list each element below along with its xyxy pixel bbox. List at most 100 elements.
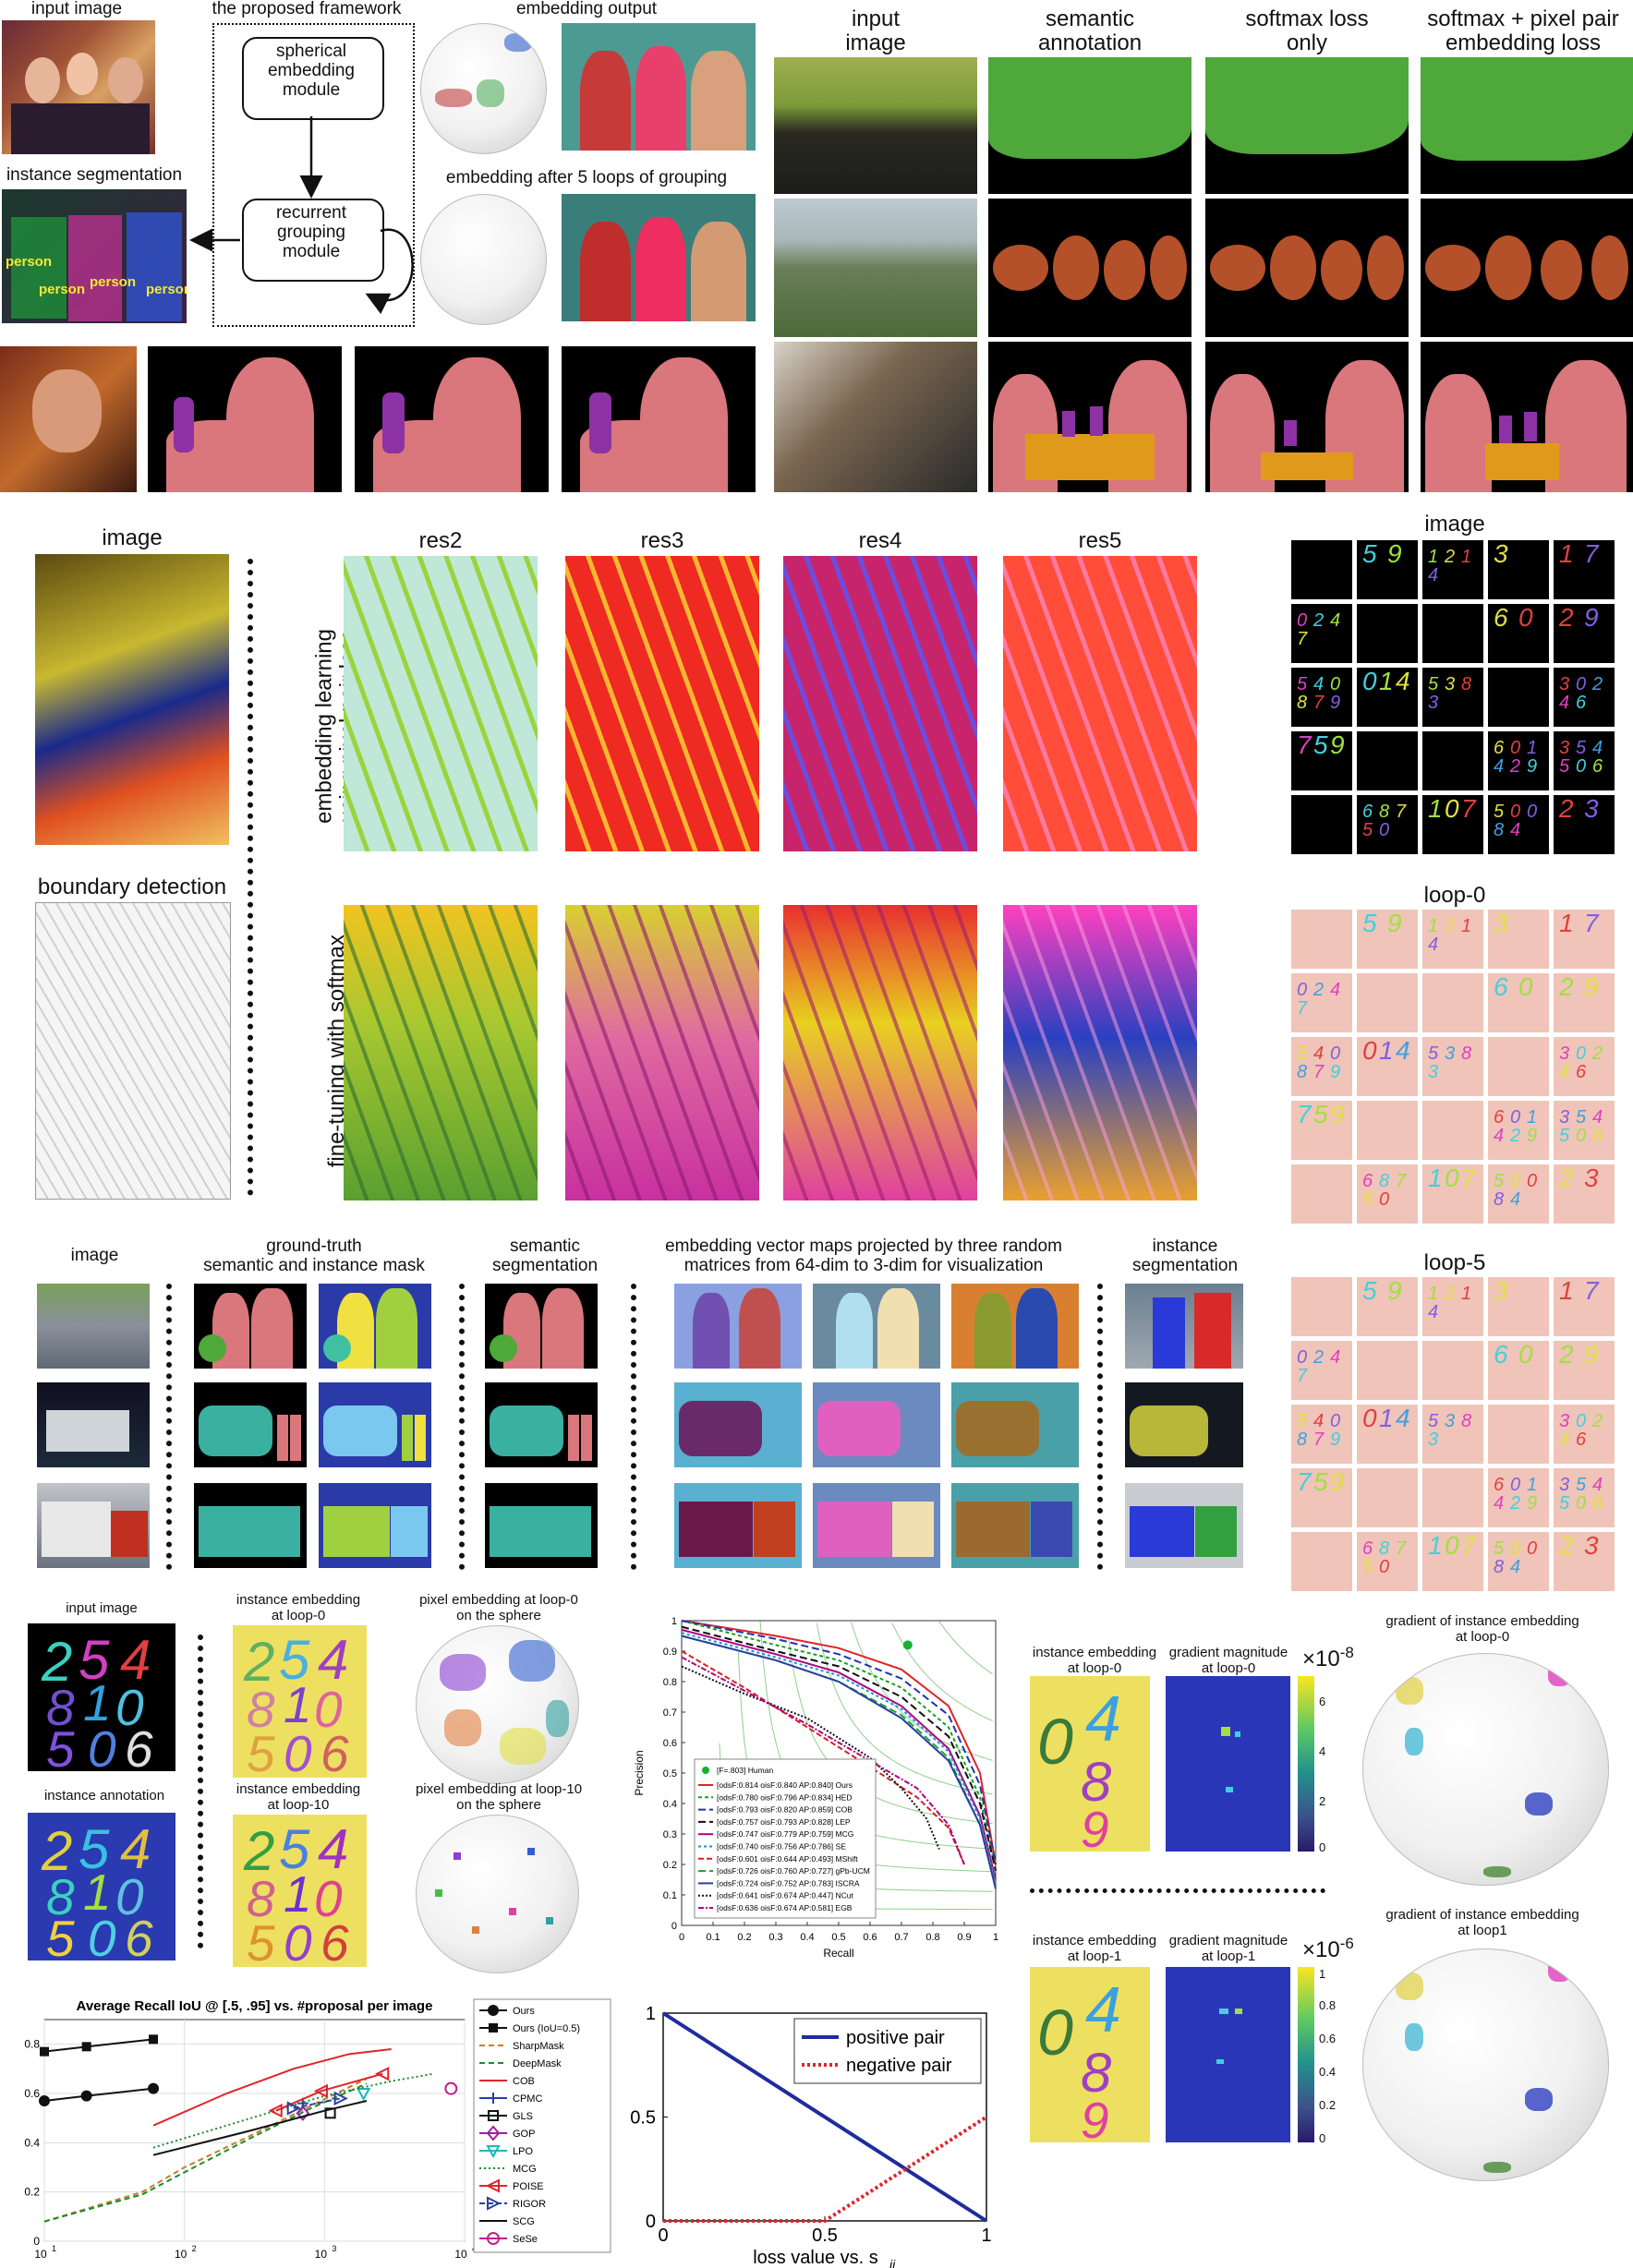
svg-text:7: 7	[1396, 1538, 1407, 1559]
svg-text:6: 6	[1494, 604, 1508, 632]
digit-glyphs: 5 3 83	[1428, 674, 1471, 713]
legend-label: CPMC	[513, 2093, 542, 2105]
y-tick-label: 0.9	[663, 1647, 677, 1658]
legend-label: COB	[513, 2076, 535, 2087]
p4-c-photo	[37, 1483, 150, 1568]
digit-glyphs: 6 8 7 5 0	[1362, 1538, 1407, 1577]
p5-divider	[198, 1635, 203, 1948]
x-tick-exp: 3	[332, 2244, 336, 2253]
svg-text:4: 4	[1313, 1411, 1324, 1431]
legend-box	[473, 1998, 611, 2253]
svg-text:5: 5	[1428, 1411, 1439, 1431]
svg-text:0: 0	[88, 1720, 116, 1771]
res3-embedding	[565, 556, 759, 851]
boundary-label: boundary detection	[37, 875, 227, 899]
point-marker	[148, 2082, 160, 2094]
digit-glyphs: 5 4 0 8 7 9	[1297, 1044, 1340, 1082]
legend-label: [odsF:0.780 oisF:0.796 AP:0.834] HED	[717, 1792, 852, 1802]
loss-chart: 0 0.5 1 0 0.5 1 loss value vs. s ij positive pai…	[630, 2004, 991, 2268]
svg-text:4: 4	[318, 1818, 348, 1880]
p5-input-label: input image	[66, 1600, 138, 1616]
p4-divider-4	[1097, 1284, 1103, 1570]
svg-text:2: 2	[1509, 1126, 1520, 1146]
svg-text:5: 5	[1576, 1107, 1587, 1128]
svg-text:3: 3	[1559, 1475, 1569, 1495]
point-marker	[268, 2104, 283, 2118]
svg-text:5: 5	[1313, 1468, 1328, 1496]
legend-label: SCG	[513, 2216, 535, 2227]
legend-label: negative pair	[846, 2056, 952, 2076]
p4-a-emb1	[674, 1284, 802, 1369]
digit-glyphs: 6 8 7 5 0	[1362, 1171, 1407, 1210]
svg-text:8: 8	[1297, 1062, 1307, 1082]
p5-sphere0	[416, 1625, 579, 1784]
svg-text:4: 4	[1559, 1430, 1569, 1450]
svg-text:0: 0	[1037, 1997, 1073, 2069]
ar-chart: Average Recall IoU @ [.5, .95] vs. #prop…	[24, 1998, 611, 2261]
svg-text:3: 3	[1559, 738, 1569, 758]
svg-text:1: 1	[284, 1676, 312, 1733]
p4-b-emb1	[674, 1382, 802, 1467]
svg-text:5: 5	[1576, 1475, 1587, 1495]
svg-text:0: 0	[1379, 1189, 1389, 1210]
p4-semseg-label: semantic segmentation	[491, 1237, 599, 1275]
res2-embedding	[344, 556, 538, 851]
pr-series-line	[681, 1632, 997, 1884]
p5-annotation-digits-svg: 2 5 48 1 05 0 6	[41, 1818, 153, 1960]
pr-series-line	[681, 1620, 997, 1871]
embedding-output-label: embedding output	[515, 0, 658, 18]
legend-label: MCG	[513, 2164, 537, 2175]
svg-text:4: 4	[1592, 738, 1603, 758]
x-tick-label: 0.7	[894, 1932, 908, 1943]
svg-text:0: 0	[1379, 820, 1389, 840]
pr-series-line	[681, 1665, 940, 1850]
x-tick-label: 10	[315, 2248, 328, 2261]
digit-glyphs: 5 3 83	[1428, 1044, 1471, 1082]
svg-text:8: 8	[1081, 1751, 1112, 1813]
svg-text:2: 2	[1558, 604, 1574, 632]
svg-text:5: 5	[1362, 1557, 1373, 1577]
geisha-divider	[248, 559, 253, 1196]
svg-text:1: 1	[1527, 1107, 1537, 1128]
svg-text:4: 4	[1494, 756, 1504, 777]
svg-text:0: 0	[1330, 674, 1340, 694]
p5-annotation-label: instance annotation	[43, 1788, 165, 1804]
digit-tile	[1422, 1101, 1483, 1160]
res3-label: res3	[640, 528, 684, 553]
svg-text:0: 0	[1510, 738, 1520, 758]
svg-text:2: 2	[1558, 1532, 1574, 1560]
svg-text:7: 7	[1297, 629, 1308, 649]
p4-a-photo	[37, 1284, 150, 1369]
digit-tile	[1422, 1468, 1483, 1527]
mask-2	[355, 346, 549, 492]
svg-text:4: 4	[1559, 693, 1569, 713]
digit-glyphs: 0 2 4 7	[1297, 980, 1340, 1019]
digit-glyphs: 0 2 4 7	[1297, 610, 1340, 649]
p4-inst-label: instance segmentation	[1131, 1237, 1239, 1275]
svg-text:5: 5	[1313, 1101, 1328, 1128]
svg-text:8: 8	[46, 1868, 75, 1925]
pr-series-line	[681, 1628, 997, 1880]
svg-text:0: 0	[1527, 1538, 1537, 1559]
svg-text:2: 2	[1444, 1284, 1455, 1304]
point-marker	[40, 2046, 49, 2057]
point-marker	[486, 2125, 501, 2141]
svg-text:0: 0	[1330, 1411, 1340, 1431]
